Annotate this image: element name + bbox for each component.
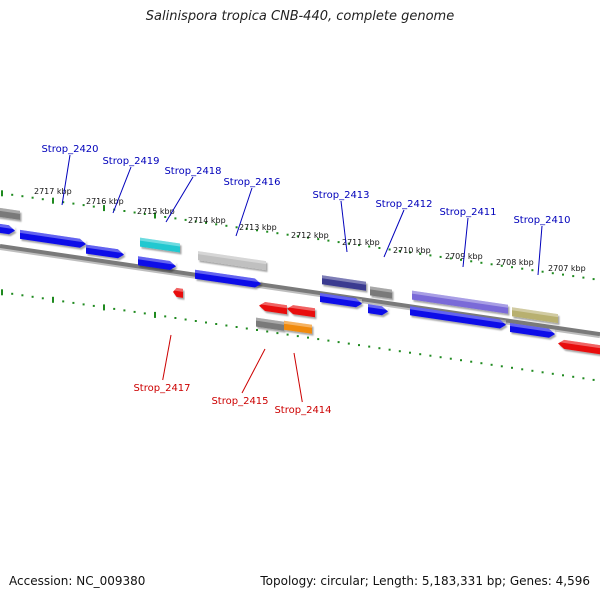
svg-text:Strop_2410: Strop_2410: [513, 215, 570, 226]
topology-text: Topology: circular; Length: 5,183,331 bp…: [260, 574, 590, 588]
kbp-labels: 2717 kbp 2716 kbp 2715 kbp 2714 kbp 2713 kbp…: [34, 187, 586, 273]
gene-label-strop-2419[interactable]: Strop_2419: [102, 156, 160, 214]
gene-feature-gray: [0, 207, 20, 220]
gene-label-strop-2412[interactable]: Strop_2412: [375, 199, 433, 258]
kbp-ruler-bottom: [1, 289, 595, 381]
svg-text:Strop_2420: Strop_2420: [41, 144, 98, 155]
kbp-label: 2716 kbp: [86, 197, 124, 206]
gene-feature-gray: [370, 286, 392, 299]
kbp-label: 2708 kbp: [496, 258, 534, 267]
gene-feature-red: [259, 301, 287, 315]
svg-text:Strop_2413: Strop_2413: [312, 190, 369, 201]
kbp-ruler-top: [1, 190, 595, 281]
accession-text: Accession: NC_009380: [9, 574, 146, 588]
gene-label-strop-2415[interactable]: Strop_2415: [211, 348, 269, 407]
gene-feature-lightgray: [198, 251, 266, 271]
gene-labels: Strop_2420 Strop_2419 Strop_2418Strop_2416…: [41, 144, 570, 416]
kbp-label: 2717 kbp: [34, 187, 72, 196]
svg-text:Strop_2416: Strop_2416: [223, 177, 280, 188]
gene-label-strop-2420[interactable]: Strop_2420: [41, 144, 99, 206]
kbp-label: 2714 kbp: [188, 216, 226, 225]
gene-label-strop-2416[interactable]: Strop_2416: [223, 177, 281, 237]
svg-text:Strop_2411: Strop_2411: [439, 207, 496, 218]
gene-feature-khaki: [512, 307, 558, 324]
gene-feature-red: [287, 304, 315, 318]
gene-feature-red: [173, 287, 183, 298]
gene-feature-blue: [20, 229, 86, 248]
gene-label-strop-2417[interactable]: Strop_2417: [133, 334, 191, 394]
gene-label-strop-2414[interactable]: Strop_2414: [274, 352, 332, 416]
gene-feature-red: [558, 339, 600, 355]
kbp-label: 2710 kbp: [393, 246, 431, 255]
gene-feature-navy: [322, 275, 366, 291]
kbp-label: 2713 kbp: [239, 223, 277, 232]
kbp-label: 2711 kbp: [342, 238, 380, 247]
gene-feature-blue: [410, 306, 506, 329]
svg-text:Strop_2418: Strop_2418: [164, 166, 221, 177]
gene-feature-blue: [368, 304, 388, 316]
kbp-label: 2715 kbp: [137, 207, 175, 216]
gene-feature-orange: [284, 320, 312, 334]
svg-text:Strop_2412: Strop_2412: [375, 199, 432, 210]
svg-text:Strop_2415: Strop_2415: [211, 396, 268, 407]
svg-text:Strop_2414: Strop_2414: [274, 405, 331, 416]
gene-feature-blue: [0, 223, 15, 235]
gene-feature-gray: [256, 317, 284, 331]
gene-feature-cyan: [140, 237, 180, 253]
svg-text:Strop_2417: Strop_2417: [133, 383, 190, 394]
gene-label-strop-2410[interactable]: Strop_2410: [513, 215, 571, 276]
gene-features: [0, 207, 600, 355]
gene-feature-lavender: [412, 290, 508, 314]
gene-feature-blue: [138, 256, 176, 270]
kbp-label: 2712 kbp: [291, 231, 329, 240]
map-title: Salinispora tropica CNB-440, complete ge…: [145, 9, 455, 24]
gene-label-strop-2418[interactable]: Strop_2418: [164, 166, 222, 223]
gene-feature-blue: [510, 323, 555, 338]
svg-text:Strop_2419: Strop_2419: [102, 156, 159, 167]
gene-label-strop-2413[interactable]: Strop_2413: [312, 190, 370, 253]
gene-feature-blue: [320, 293, 362, 308]
gene-feature-blue: [86, 244, 124, 259]
gene-feature-blue: [195, 269, 261, 288]
kbp-label: 2707 kbp: [548, 264, 586, 273]
gene-label-strop-2411[interactable]: Strop_2411: [439, 207, 497, 268]
